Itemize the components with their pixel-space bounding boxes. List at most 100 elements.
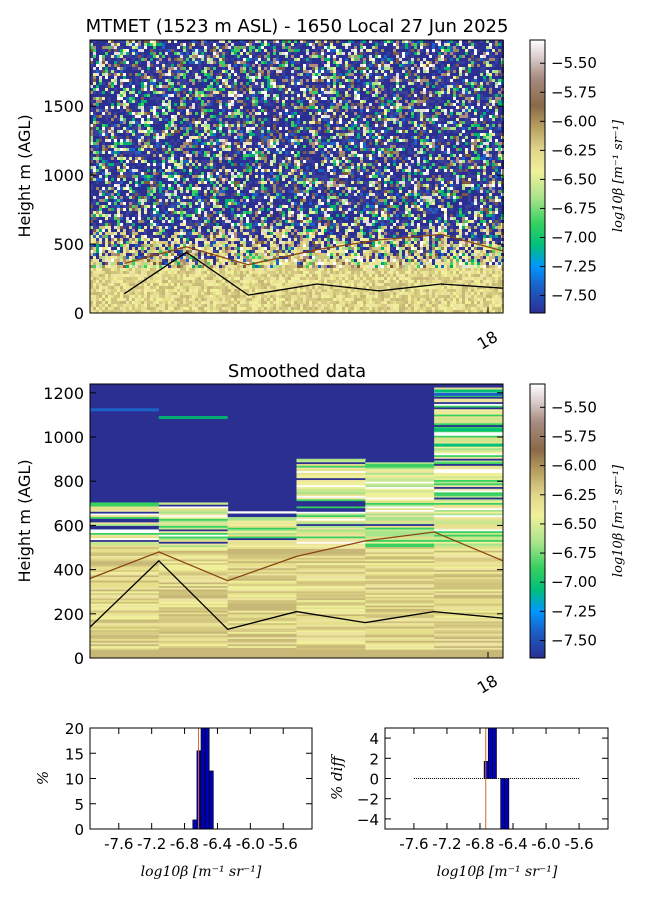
heatmap-cell [237,205,240,208]
heatmap-cell [222,151,225,154]
heatmap-cell [165,181,168,184]
heatmap-cell [228,190,231,193]
heatmap-cell [135,247,138,250]
heatmap-cell [144,202,147,205]
heatmap-cell [192,277,195,280]
heatmap-cell [123,208,126,211]
heatmap-cell [153,274,156,277]
heatmap-cell [123,307,126,310]
heatmap-cell [213,268,216,271]
heatmap-cell [123,67,126,70]
heatmap-cell [135,250,138,253]
heatmap-cell [216,253,219,256]
heatmap-cell [144,241,147,244]
heatmap-cell [189,160,192,163]
heatmap-cell [111,103,114,106]
heatmap-cell [147,274,150,277]
heatmap-cell [96,106,99,109]
heatmap-cell [108,169,111,172]
heatmap-cell [105,157,108,160]
heatmap-cell [243,163,246,166]
heatmap-cell [144,55,147,58]
heatmap-cell [135,154,138,157]
heatmap-cell [189,295,192,298]
heatmap-cell [138,76,141,79]
heatmap-cell [252,85,255,88]
heatmap-cell [231,301,234,304]
heatmap-cell [93,169,96,172]
heatmap-cell [186,310,189,313]
heatmap-cell [120,106,123,109]
heatmap-cell [126,196,129,199]
heatmap-cell [231,217,234,220]
heatmap-cell [147,241,150,244]
heatmap-cell [159,235,162,238]
heatmap-cell [120,124,123,127]
heatmap-cell [219,139,222,142]
heatmap-cell [195,283,198,286]
heatmap-cell [93,139,96,142]
heatmap-cell [150,205,153,208]
heatmap-cell [114,181,117,184]
heatmap-cell [249,181,252,184]
heatmap-cell [93,88,96,91]
heatmap-cell [246,286,249,289]
heatmap-cell [195,127,198,130]
heatmap-cell [120,238,123,241]
heatmap-cell [93,211,96,214]
heatmap-cell [213,295,216,298]
heatmap-cell [249,250,252,253]
heatmap-cell [213,61,216,64]
heatmap-cell [99,127,102,130]
heatmap-cell [114,292,117,295]
heatmap-cell [96,256,99,259]
heatmap-cell [165,130,168,133]
heatmap-cell [207,88,210,91]
heatmap-cell [165,193,168,196]
heatmap-cell [210,271,213,274]
heatmap-cell [108,298,111,301]
heatmap-cell [165,55,168,58]
heatmap-cell [153,307,156,310]
heatmap-cell [108,304,111,307]
heatmap-cell [99,241,102,244]
heatmap-cell [210,247,213,250]
heatmap-cell [111,64,114,67]
heatmap-cell [165,262,168,265]
heatmap-cell [147,85,150,88]
heatmap-cell [111,136,114,139]
heatmap-cell [141,70,144,73]
heatmap-cell [111,67,114,70]
heatmap-cell [201,259,204,262]
heatmap-cell [243,244,246,247]
heatmap-cell [189,220,192,223]
heatmap-cell [210,166,213,169]
heatmap-cell [99,181,102,184]
heatmap-cell [105,232,108,235]
heatmap-cell [123,109,126,112]
heatmap-cell [150,172,153,175]
heatmap-cell [147,139,150,142]
heatmap-cell [129,208,132,211]
heatmap-cell [216,184,219,187]
heatmap-cell [216,76,219,79]
heatmap-cell [213,148,216,151]
heatmap-cell [213,100,216,103]
heatmap-cell [222,181,225,184]
heatmap-cell [162,310,165,313]
heatmap-cell [231,67,234,70]
heatmap-cell [126,280,129,283]
heatmap-cell [159,79,162,82]
heatmap-cell [93,157,96,160]
heatmap-cell [246,259,249,262]
heatmap-cell [108,166,111,169]
heatmap-cell [144,253,147,256]
heatmap-cell [90,262,93,265]
heatmap-cell [186,127,189,130]
heatmap-cell [189,73,192,76]
heatmap-cell [216,142,219,145]
heatmap-cell [129,175,132,178]
heatmap-cell [213,178,216,181]
heatmap-cell [237,169,240,172]
heatmap-cell [246,70,249,73]
